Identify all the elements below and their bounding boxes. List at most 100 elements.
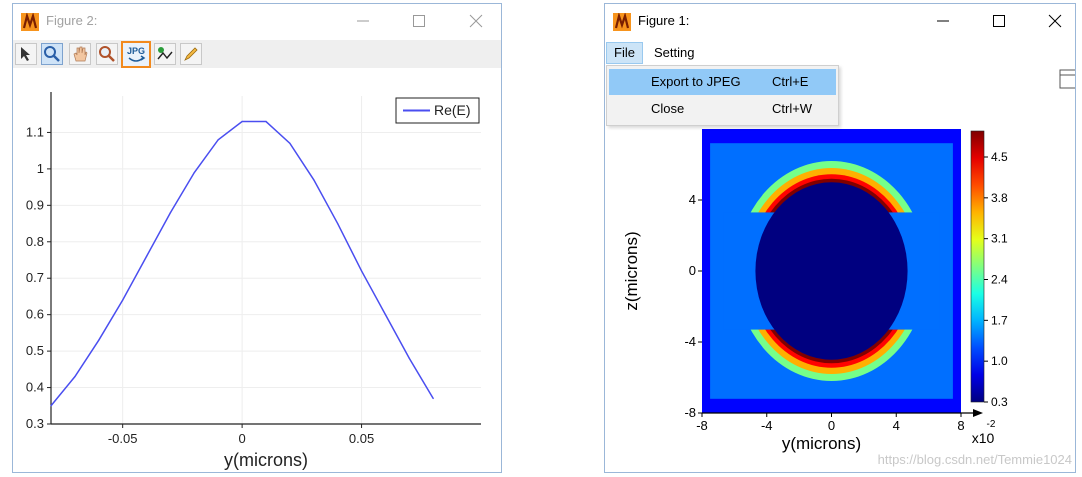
data-point [265,120,267,123]
x-axis-arrow [973,409,983,417]
data-point [74,376,76,378]
watermark: https://blog.csdn.net/Temmie1024 [877,452,1072,467]
data-point [408,357,410,359]
file-menu-dropdown: Export to JPEG Ctrl+E Close Ctrl+W [606,65,839,126]
y-tick-label: 0.5 [26,343,44,358]
data-point [313,179,315,181]
curve-cursor-icon [157,47,173,60]
y-tick-label: 0.3 [26,416,44,431]
magnifier-icon [44,46,60,62]
data-point [289,142,291,144]
window-title: Figure 1: [638,13,690,28]
colorbar-tick-label: 2.4 [991,273,1008,287]
legend-label: Re(E) [434,102,471,118]
y-tick-label: 0.4 [26,380,44,395]
x-tick-label: 8 [957,418,964,433]
close-button[interactable] [1035,10,1075,32]
colorbar-tick-label: 1.0 [991,354,1008,368]
minimize-button[interactable] [923,10,963,32]
menu-item-label: Close [651,101,685,116]
window-title: Figure 2: [46,13,98,28]
arrow-pointer-icon [21,47,30,61]
data-point [50,405,52,407]
line-chart[interactable]: 0.3 0.4 0.5 0.6 0.7 0.8 0.9 1 1.1 -0.05 0 0.05 y(mic… [13,70,501,470]
data-point [360,270,363,272]
legend: Re(E) [395,97,480,124]
figure-1-menubar: File Setting [605,42,1075,64]
data-cursor-button[interactable] [154,43,176,65]
figure-2-toolbar: JPG [13,40,501,68]
y-tick-label: -4 [684,334,696,349]
figure-2-window: Figure 2: JPG 0.3 0.4 [12,3,502,473]
field-core [755,182,908,360]
y-tick-label: 0.9 [26,197,44,212]
figure-2-titlebar[interactable]: Figure 2: [13,4,501,38]
colorbar-tick-label: 4.5 [991,150,1008,164]
menu-item-close[interactable]: Close Ctrl+W [609,96,836,122]
app-logo-icon [21,13,39,31]
heatmap-chart[interactable]: -8 -4 0 4 8 -8 -4 0 4 x10-2 y(microns) z(microns) 4.… [605,66,1075,471]
x-tick-label: -0.05 [108,431,138,446]
x-tick-label: 4 [893,418,900,433]
x-axis-label: y(microns) [224,450,308,470]
y-axis-label: z(microns) [622,231,641,310]
data-point [337,222,339,225]
colorbar-tick-label: 3.8 [991,191,1008,205]
data-point [217,139,219,141]
colorbar-tick-label: 1.7 [991,313,1008,327]
y-tick-label: 0.6 [26,307,44,322]
menu-file[interactable]: File [606,42,643,64]
data-point [145,255,148,257]
data-point [432,397,434,400]
colorbar-tick-label: 3.1 [991,232,1008,246]
maximize-button[interactable] [399,10,439,32]
app-logo-icon [613,13,631,31]
menu-item-export-jpeg[interactable]: Export to JPEG Ctrl+E [609,69,836,95]
data-point [193,171,195,174]
x-tick-label: -4 [761,418,773,433]
zoom-tool-button[interactable] [41,43,63,65]
menu-item-shortcut: Ctrl+W [772,101,813,116]
x-axis-label: y(microns) [782,434,861,453]
y-tick-label: -8 [684,405,696,420]
jpeg-icon-text: JPG [127,46,145,56]
data-point [384,314,387,316]
menu-item-label: Export to JPEG [651,74,741,89]
colorbar-tick-label: 0.3 [991,395,1008,409]
fit-view-icon [1059,69,1075,89]
x-tick-label: 0.05 [349,431,374,446]
maximize-button[interactable] [979,10,1019,32]
data-point [241,120,243,123]
edit-plot-button[interactable] [180,43,202,65]
figure-1-window: Figure 1: File Setting -8 -4 0 4 8 -8 -4 0 4 x10-… [604,3,1076,473]
figure-1-titlebar[interactable]: Figure 1: [605,4,1075,38]
data-point [169,212,172,214]
data-point [98,339,100,341]
hand-icon [73,46,88,62]
zoom-out-tool-button[interactable] [96,43,118,65]
y-tick-label: 0.8 [26,234,44,249]
axis-exponent: -2 [987,419,996,430]
jpeg-export-icon: JPG [127,46,146,62]
x-tick-label: 0 [828,418,835,433]
magnifier-minus-icon [99,46,115,62]
pencil-icon [184,47,198,61]
y-tick-label: 0 [689,263,696,278]
y-tick-label: 0.7 [26,270,44,285]
x-tick-label: 0 [238,431,245,446]
menu-item-shortcut: Ctrl+E [772,74,809,89]
pointer-tool-button[interactable] [15,43,37,65]
axis-multiplier: x10 [972,430,995,446]
heatmap-field [702,129,961,413]
close-button[interactable] [456,10,496,32]
colorbar [970,130,985,403]
data-point [122,299,124,301]
minimize-button[interactable] [343,10,383,32]
y-tick-label: 1 [37,161,44,176]
x-tick-label: -8 [696,418,708,433]
y-tick-label: 1.1 [26,124,44,139]
export-jpeg-button[interactable]: JPG [121,41,151,68]
pan-tool-button[interactable] [69,43,91,65]
y-tick-label: 4 [689,192,696,207]
menu-setting[interactable]: Setting [654,45,695,60]
